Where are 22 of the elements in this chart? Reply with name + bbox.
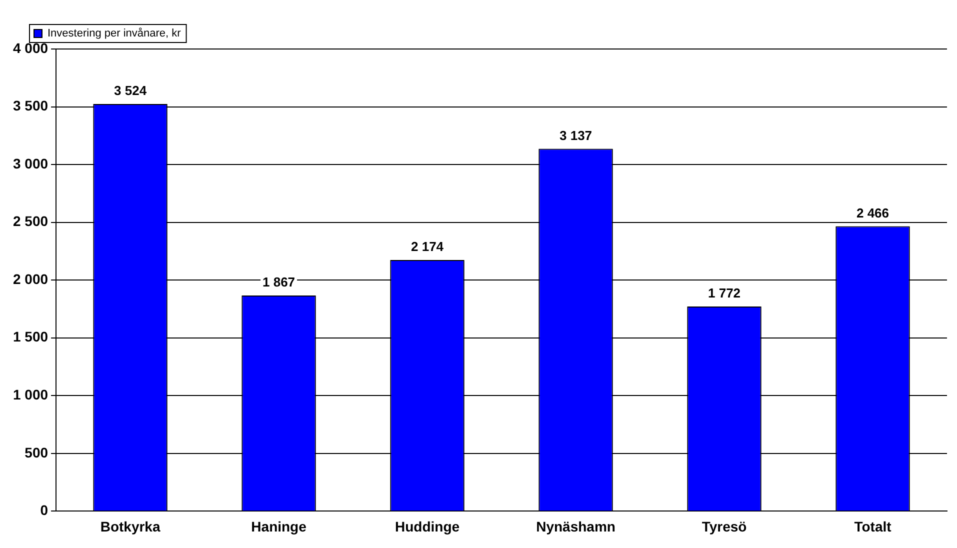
y-tick-label: 0 (40, 502, 48, 518)
y-tick-label: 4 000 (12, 40, 48, 56)
y-tick-label: 2 500 (12, 213, 48, 230)
x-tick-label: Huddinge (394, 518, 460, 534)
y-tick-label: 3 500 (12, 98, 48, 114)
data-label: 1 772 (708, 286, 741, 301)
x-tick-label: Nynäshamn (536, 518, 616, 534)
y-tick-label: 1 000 (12, 386, 48, 403)
data-label: 3 137 (559, 128, 592, 143)
x-tick-label: Tyresö (702, 518, 747, 534)
x-tick-label: Botkyrka (100, 518, 160, 534)
y-tick-label: 500 (24, 444, 48, 460)
data-label: 1 867 (262, 274, 296, 290)
x-tick-label: Totalt (854, 518, 892, 534)
x-tick-label: Haninge (251, 518, 307, 534)
y-tick-label: 1 500 (12, 328, 48, 345)
y-tick-label: 2 000 (12, 270, 48, 287)
legend-label: Investering per invånare, kr (48, 28, 182, 40)
data-label: 2 466 (856, 205, 890, 220)
y-tick-label: 3 000 (12, 155, 48, 172)
data-label: 2 174 (410, 239, 444, 254)
data-label: 3 524 (114, 83, 148, 98)
